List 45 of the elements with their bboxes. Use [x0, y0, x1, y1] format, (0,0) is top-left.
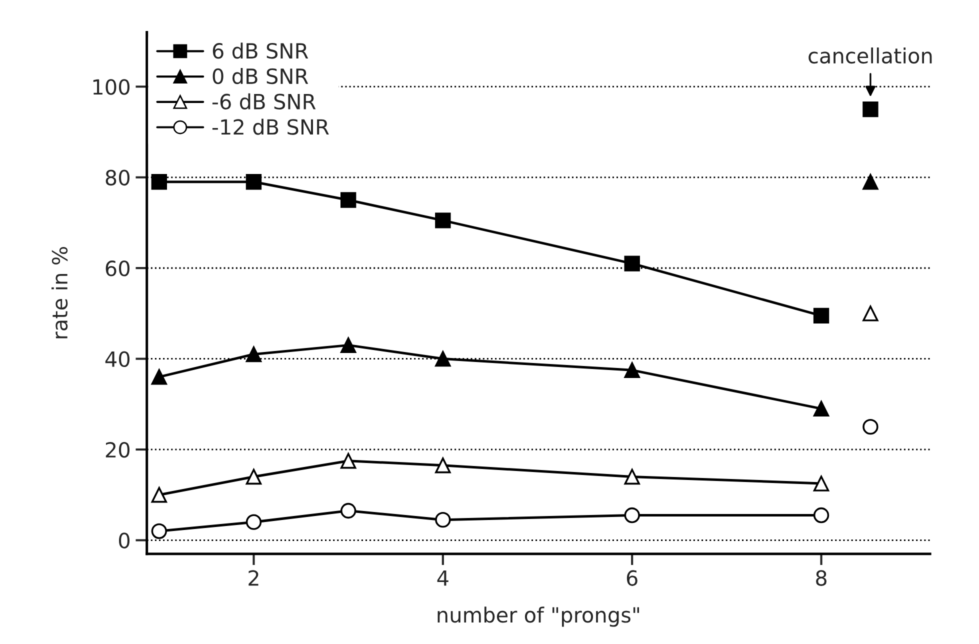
annotation: cancellation	[808, 47, 932, 64]
legend-label: -6 dB SNR	[212, 93, 316, 110]
point	[813, 507, 830, 524]
x-tick-label: 6	[626, 570, 638, 586]
point	[340, 453, 356, 469]
point	[862, 174, 878, 190]
x-tick-label: 4	[437, 570, 448, 586]
point	[624, 507, 640, 524]
y-tick-label: 80	[106, 170, 130, 186]
legend-label: 6 dB SNR	[212, 42, 308, 59]
point	[151, 174, 167, 190]
point	[340, 502, 356, 519]
x-axis-title: number of "prongs"	[438, 606, 640, 627]
point	[435, 350, 451, 367]
point	[435, 458, 451, 474]
point	[246, 346, 262, 362]
y-tick-label: 0	[118, 532, 130, 548]
point	[624, 362, 640, 378]
y-tick-label: 60	[106, 260, 130, 276]
x-tick-label: 8	[816, 570, 826, 586]
point	[813, 476, 830, 492]
point	[151, 523, 167, 540]
y-tick-label: 20	[106, 442, 130, 458]
point	[862, 306, 878, 322]
legend-label: 0 dB SNR	[212, 68, 308, 84]
point	[435, 512, 451, 528]
point	[813, 308, 830, 324]
point	[151, 487, 167, 503]
x-tick-label: 2	[248, 570, 258, 586]
point	[862, 101, 878, 118]
legend-label: -12 dB SNR	[212, 118, 329, 135]
point	[624, 256, 640, 272]
point	[862, 418, 878, 435]
point	[246, 468, 262, 485]
point	[340, 192, 356, 208]
y-tick-label: 40	[105, 351, 130, 368]
point	[246, 514, 262, 530]
point	[151, 369, 167, 385]
y-axis-title: rate in %	[52, 246, 68, 338]
point	[624, 468, 640, 485]
point	[246, 174, 262, 190]
point	[813, 400, 830, 417]
point	[340, 337, 356, 354]
point	[435, 212, 451, 228]
y-tick-label: 100	[93, 79, 130, 95]
